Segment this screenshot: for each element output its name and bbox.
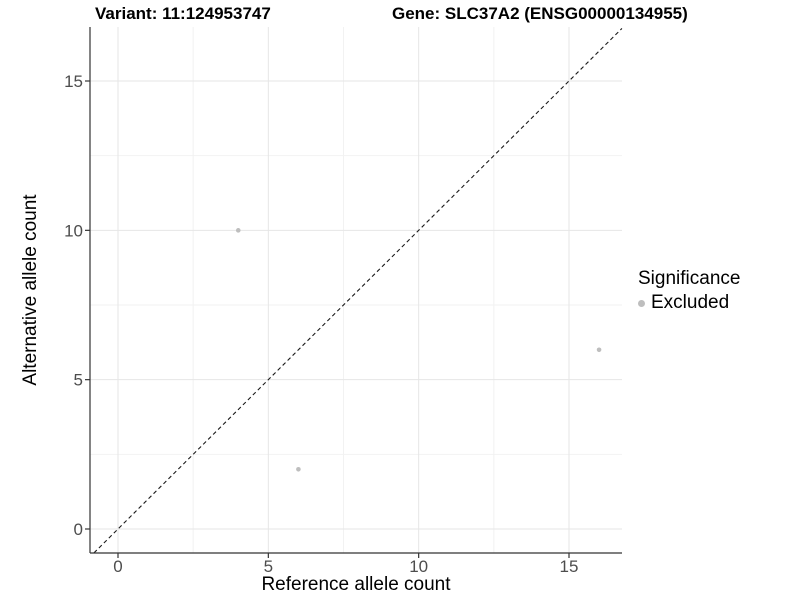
y-tick-label: 5 [74,371,83,390]
x-tick-label: 10 [409,557,428,576]
legend-key-dot-icon [638,299,645,307]
legend-item-label: Excluded [651,292,730,313]
data-point [235,228,241,233]
variant-title: Variant: 11:124953747 [95,4,271,23]
gene-title: Gene: SLC37A2 (ENSG00000134955) [392,4,688,23]
identity-line [93,28,623,554]
legend-item-excluded: Excluded [638,292,740,314]
legend: Significance Excluded [638,268,740,314]
y-tick-label: 0 [74,520,83,539]
panel-background [90,27,622,553]
y-tick-label: 10 [64,221,83,240]
data-point [596,347,602,353]
x-tick-label: 5 [264,557,273,576]
legend-title: Significance [638,268,741,289]
y-tick-label: 15 [64,72,83,91]
x-tick-label: 15 [560,557,579,576]
data-point [296,466,301,472]
x-axis-title: Reference allele count [261,574,451,595]
x-tick-label: 0 [113,557,122,576]
y-axis-title: Alternative allele count [20,194,41,386]
